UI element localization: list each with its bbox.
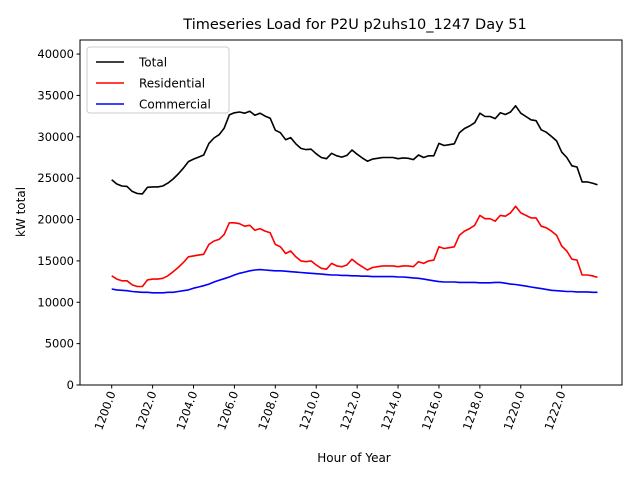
legend-label-commercial: Commercial: [139, 98, 211, 112]
x-tick-label: 1202.0: [133, 389, 160, 432]
x-tick-label: 1208.0: [255, 389, 282, 432]
y-tick-label: 15000: [37, 254, 74, 268]
legend-label-residential: Residential: [139, 77, 205, 91]
chart-title: Timeseries Load for P2U p2uhs10_1247 Day…: [182, 17, 526, 33]
x-tick-label: 1206.0: [214, 389, 241, 432]
y-tick-label: 30000: [37, 130, 74, 144]
x-tick-label: 1200.0: [92, 389, 119, 432]
y-tick-label: 25000: [37, 171, 74, 185]
y-tick-label: 5000: [45, 337, 74, 351]
y-tick-label: 20000: [37, 213, 74, 227]
x-tick-label: 1210.0: [296, 389, 323, 432]
y-tick-label: 35000: [37, 88, 74, 102]
x-tick-label: 1204.0: [173, 389, 200, 432]
x-tick-label: 1212.0: [337, 389, 364, 432]
y-tick-label: 0: [67, 378, 74, 392]
y-axis-label: kW total: [14, 187, 28, 237]
x-tick-label: 1214.0: [378, 389, 405, 432]
x-tick-label: 1222.0: [542, 389, 569, 432]
y-tick-label: 10000: [37, 295, 74, 309]
legend-label-total: Total: [138, 56, 167, 70]
y-tick-label: 40000: [37, 47, 74, 61]
x-tick-label: 1220.0: [501, 389, 528, 432]
x-axis-label: Hour of Year: [317, 451, 391, 465]
x-tick-label: 1218.0: [460, 389, 487, 432]
legend: Total Residential Commercial: [86, 46, 230, 114]
legend-box: [86, 46, 230, 114]
series-line-residential: [111, 205, 598, 288]
series-line-commercial: [111, 268, 598, 294]
series-line-total: [111, 105, 598, 195]
x-tick-label: 1216.0: [419, 389, 446, 432]
axes-frame: [79, 39, 623, 386]
